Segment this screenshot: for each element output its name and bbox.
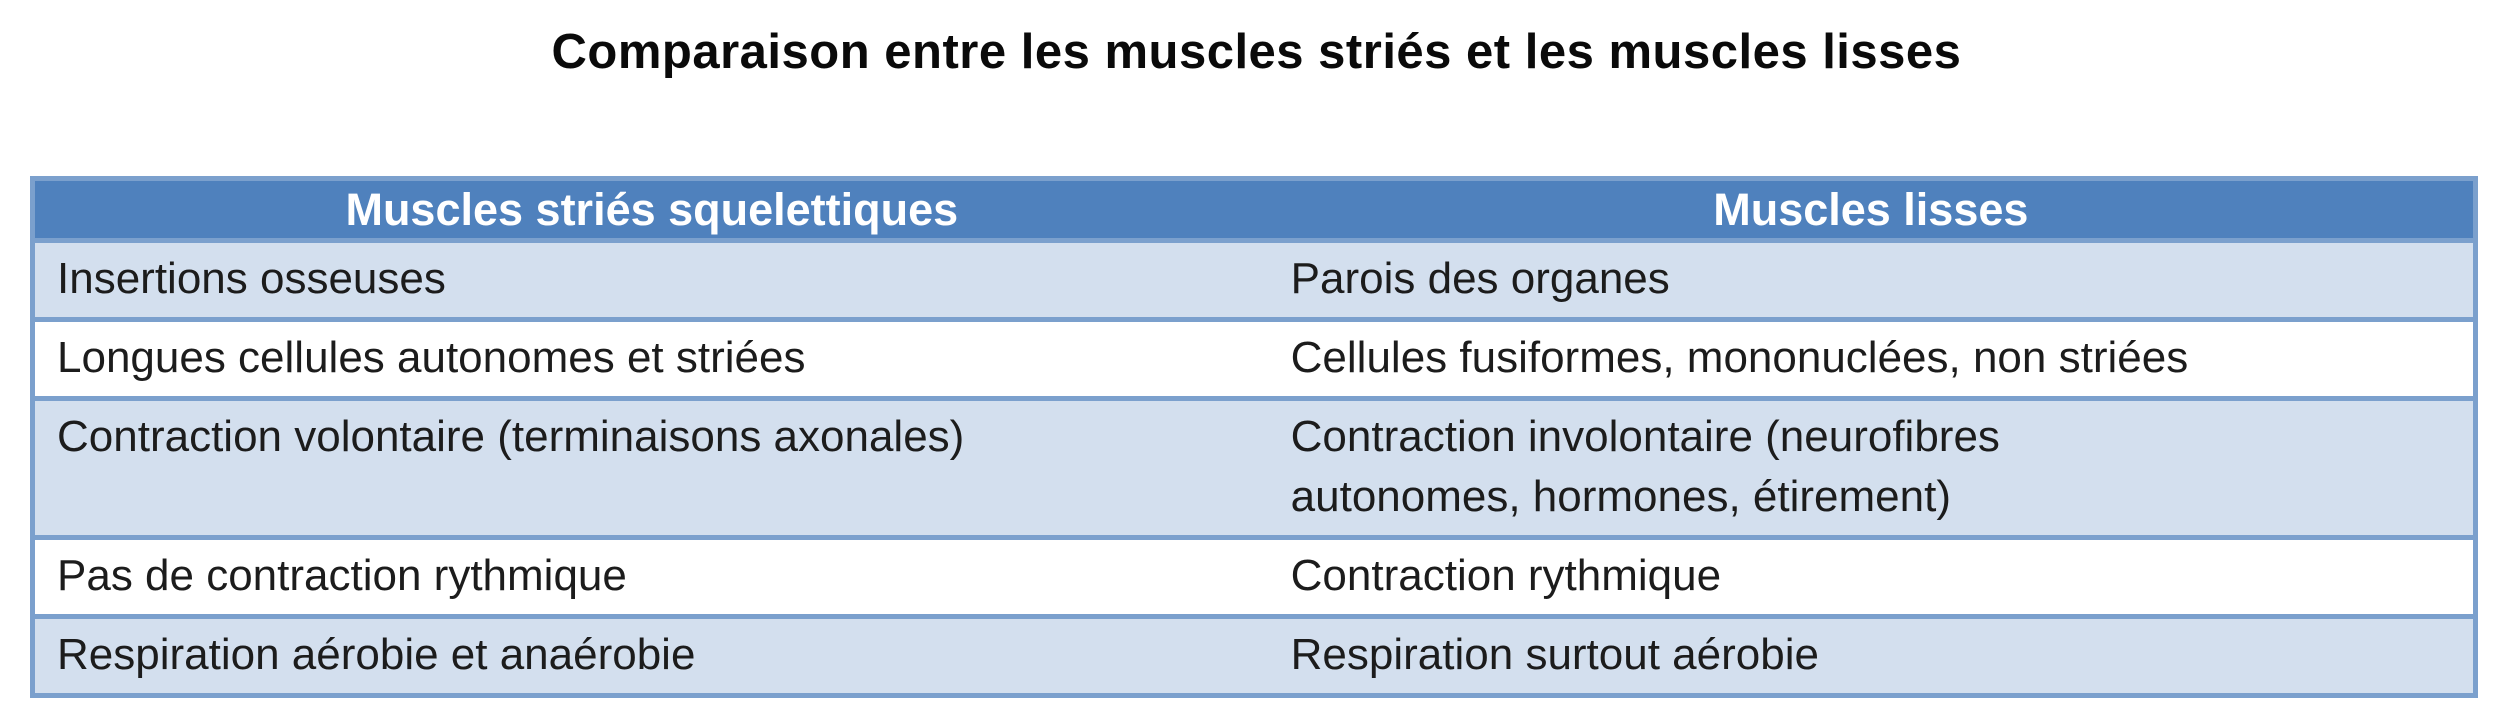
table-row-respiration: Respiration aérobie et anaérobie Respira…: [32, 616, 2476, 698]
table-row-cellules: Longues cellules autonomes et striées Ce…: [32, 319, 2476, 401]
table-header-row: Muscles striés squelettiques Muscles lis…: [32, 178, 2476, 243]
table-row-insertions: Insertions osseuses Parois des organes: [32, 240, 2476, 322]
cell-stries-contraction-volontaire: Contraction volontaire (terminaisons axo…: [32, 398, 1269, 540]
table-row-rythmique: Pas de contraction rythmique Contraction…: [32, 537, 2476, 619]
cell-stries-pas-rythmique: Pas de contraction rythmique: [32, 537, 1269, 619]
cell-lisses-rythmique: Contraction rythmique: [1268, 537, 2476, 619]
page-title: Comparaison entre les muscles striés et …: [551, 25, 1962, 79]
cell-lisses-respiration: Respiration surtout aérobie: [1268, 616, 2476, 698]
cell-stries-respiration: Respiration aérobie et anaérobie: [32, 616, 1269, 698]
muscle-comparison-table: Muscles striés squelettiques Muscles lis…: [30, 176, 2478, 698]
cell-lisses-contraction-involontaire: Contraction involontaire (neurofibres au…: [1268, 398, 2476, 540]
column-header-muscles-stries: Muscles striés squelettiques: [32, 178, 1269, 243]
cell-stries-insertions: Insertions osseuses: [32, 240, 1269, 322]
cell-lisses-cellules: Cellules fusiformes, mononuclées, non st…: [1268, 319, 2476, 401]
table-row-contraction-type: Contraction volontaire (terminaisons axo…: [32, 398, 2476, 540]
cell-lisses-parois: Parois des organes: [1268, 240, 2476, 322]
cell-stries-cellules: Longues cellules autonomes et striées: [32, 319, 1269, 401]
column-header-muscles-lisses: Muscles lisses: [1268, 178, 2476, 243]
